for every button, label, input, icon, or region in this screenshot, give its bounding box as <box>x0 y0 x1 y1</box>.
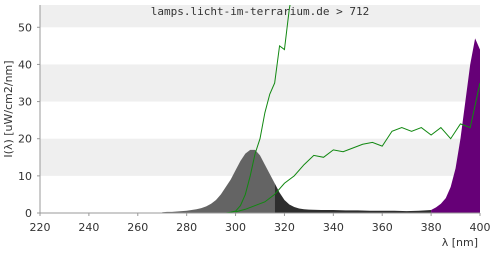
y-tick-label: 0 <box>25 207 32 220</box>
y-tick-label: 40 <box>18 58 32 71</box>
plot-area <box>162 5 480 213</box>
bands <box>40 5 480 176</box>
x-tick-label: 220 <box>30 221 51 234</box>
chart-title: lamps.licht-im-terrarium.de > 712 <box>151 5 370 18</box>
area <box>274 183 432 213</box>
x-tick-label: 300 <box>225 221 246 234</box>
area <box>431 38 480 213</box>
x-tick-label: 400 <box>470 221 491 234</box>
y-axis-label: I(λ) [uW/cm2/nm] <box>2 60 15 157</box>
x-tick-label: 320 <box>274 221 295 234</box>
line <box>235 82 480 213</box>
axes: 0 10 20 30 40 50 220 240 260 280 300 320 340 360 380 40… <box>18 5 491 234</box>
x-tick-label: 340 <box>323 221 344 234</box>
y-tick-label: 30 <box>18 96 32 109</box>
x-tick-label: 280 <box>176 221 197 234</box>
grid-band <box>40 5 480 28</box>
x-tick-label: 260 <box>127 221 148 234</box>
line <box>225 5 291 213</box>
x-tick-label: 380 <box>421 221 442 234</box>
x-axis-label: λ [nm] <box>442 236 478 249</box>
y-tick-label: 50 <box>18 21 32 34</box>
x-tick-label: 360 <box>372 221 393 234</box>
area <box>162 149 275 213</box>
y-tick-label: 20 <box>18 133 32 146</box>
y-tick-label: 10 <box>18 170 32 183</box>
x-tick-label: 240 <box>78 221 99 234</box>
grid-band <box>40 64 480 102</box>
